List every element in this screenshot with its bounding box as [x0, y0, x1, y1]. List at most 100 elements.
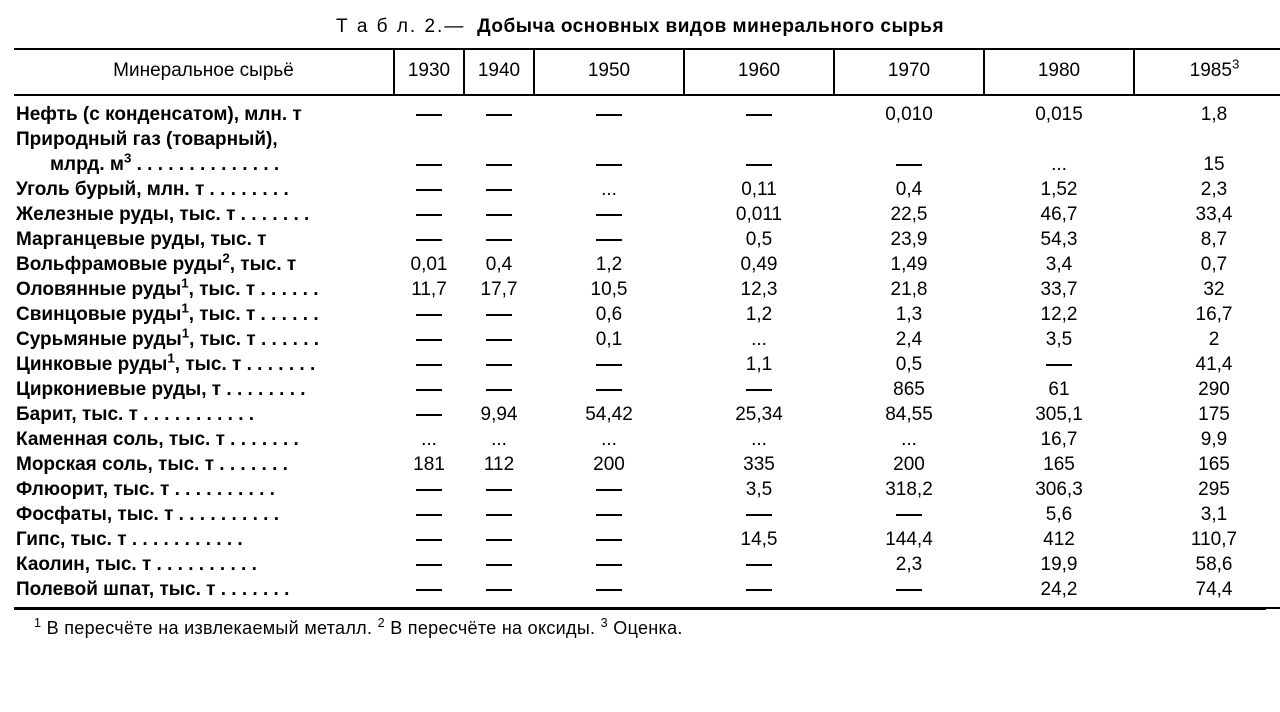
leader-dots: . . . . . . . . . . . . . . [131, 154, 279, 175]
cell-y1960: 335 [684, 453, 834, 478]
row-label: Вольфрамовые руды2, тыс. т [14, 253, 394, 278]
cell-y1985: 2 [1134, 328, 1280, 353]
dash-icon [596, 489, 622, 491]
cell-y1970 [834, 578, 984, 609]
leader-dots: . . . . . . . [225, 429, 299, 450]
cell-y1985: 41,4 [1134, 353, 1280, 378]
cell-y1930 [394, 403, 464, 428]
footnote-marker: 2 [378, 616, 385, 630]
table-row: Природный газ (товарный), [14, 128, 1280, 153]
cell-y1970: 144,4 [834, 528, 984, 553]
cell-y1970: 865 [834, 378, 984, 403]
cell-y1985: 2,3 [1134, 178, 1280, 203]
dash-icon [416, 164, 442, 166]
cell-y1980: ... [984, 153, 1134, 178]
cell-y1980 [984, 353, 1134, 378]
cell-y1930 [394, 503, 464, 528]
table-row: Уголь бурый, млн. т . . . . . . . ....0,… [14, 178, 1280, 203]
cell-y1970: 84,55 [834, 403, 984, 428]
cell-y1970: 1,3 [834, 303, 984, 328]
dash-icon [486, 339, 512, 341]
leader-dots: . . . . . . . . [221, 379, 305, 400]
cell-y1940: 0,4 [464, 253, 534, 278]
cell-y1985: 1,8 [1134, 95, 1280, 128]
cell-y1980: 12,2 [984, 303, 1134, 328]
cell-y1985: 9,9 [1134, 428, 1280, 453]
dash-icon [486, 214, 512, 216]
cell-y1970: 23,9 [834, 228, 984, 253]
table-row: Полевой шпат, тыс. т . . . . . . .24,274… [14, 578, 1280, 609]
cell-y1980: 5,6 [984, 503, 1134, 528]
table-row: Каолин, тыс. т . . . . . . . . . .2,319,… [14, 553, 1280, 578]
leader-dots: . . . . . . . . . . [151, 554, 257, 575]
cell-y1950 [534, 378, 684, 403]
dash-icon [486, 364, 512, 366]
cell-y1940 [464, 478, 534, 503]
page: Т а б л. 2.— Добыча основных видов минер… [0, 0, 1280, 712]
dash-icon [596, 389, 622, 391]
column-header-y1985: 19853 [1134, 49, 1280, 95]
cell-y1940: 112 [464, 453, 534, 478]
cell-y1985: 32 [1134, 278, 1280, 303]
column-header-y1930: 1930 [394, 49, 464, 95]
table-row: Фосфаты, тыс. т . . . . . . . . . .5,63,… [14, 503, 1280, 528]
cell-y1940 [464, 203, 534, 228]
mineral-production-table: Минеральное сырьё19301940195019601970198… [14, 48, 1280, 609]
cell-y1985: 58,6 [1134, 553, 1280, 578]
cell-y1930 [394, 228, 464, 253]
cell-y1950 [534, 153, 684, 178]
cell-y1930 [394, 578, 464, 609]
cell-y1960 [684, 378, 834, 403]
cell-y1980: 46,7 [984, 203, 1134, 228]
leader-dots: . . . . . . . . . . . [138, 404, 254, 425]
cell-y1985: 3,1 [1134, 503, 1280, 528]
dash-icon [596, 589, 622, 591]
cell-y1970: 21,8 [834, 278, 984, 303]
dash-icon [416, 189, 442, 191]
cell-y1960: ... [684, 428, 834, 453]
leader-dots: . . . . . . . [235, 204, 309, 225]
cell-y1985: 0,7 [1134, 253, 1280, 278]
dash-icon [896, 514, 922, 516]
dash-icon [746, 564, 772, 566]
cell-y1980: 61 [984, 378, 1134, 403]
dash-icon [416, 414, 442, 416]
cell-y1960: 1,2 [684, 303, 834, 328]
row-label: Цинковые руды1, тыс. т . . . . . . . [14, 353, 394, 378]
dash-icon [746, 589, 772, 591]
table-row: Оловянные руды1, тыс. т . . . . . .11,71… [14, 278, 1280, 303]
column-header-y1980: 1980 [984, 49, 1134, 95]
cell-y1970: 318,2 [834, 478, 984, 503]
column-header-label: Минеральное сырьё [14, 49, 394, 95]
leader-dots: . . . . . . . . [204, 179, 288, 200]
cell-y1970: 2,3 [834, 553, 984, 578]
dash-icon [486, 489, 512, 491]
dash-icon [486, 164, 512, 166]
dash-icon [896, 589, 922, 591]
column-header-y1950: 1950 [534, 49, 684, 95]
cell-y1980: 19,9 [984, 553, 1134, 578]
dash-icon [486, 114, 512, 116]
dash-icon [1046, 364, 1072, 366]
dash-icon [416, 489, 442, 491]
dash-icon [486, 239, 512, 241]
table-row: Железные руды, тыс. т . . . . . . .0,011… [14, 203, 1280, 228]
cell-y1970 [834, 128, 984, 153]
cell-y1980: 165 [984, 453, 1134, 478]
cell-y1960: 0,011 [684, 203, 834, 228]
cell-y1950 [534, 503, 684, 528]
dash-icon [486, 314, 512, 316]
cell-y1980: 33,7 [984, 278, 1134, 303]
cell-y1970: 200 [834, 453, 984, 478]
cell-y1985: 290 [1134, 378, 1280, 403]
cell-y1980: 54,3 [984, 228, 1134, 253]
cell-y1950 [534, 95, 684, 128]
dash-icon [416, 564, 442, 566]
cell-y1950: ... [534, 428, 684, 453]
cell-y1930 [394, 153, 464, 178]
caption-prefix: Т а б л. 2.— [336, 16, 465, 37]
dash-icon [416, 339, 442, 341]
cell-y1940: 9,94 [464, 403, 534, 428]
cell-y1985: 74,4 [1134, 578, 1280, 609]
dash-icon [416, 214, 442, 216]
